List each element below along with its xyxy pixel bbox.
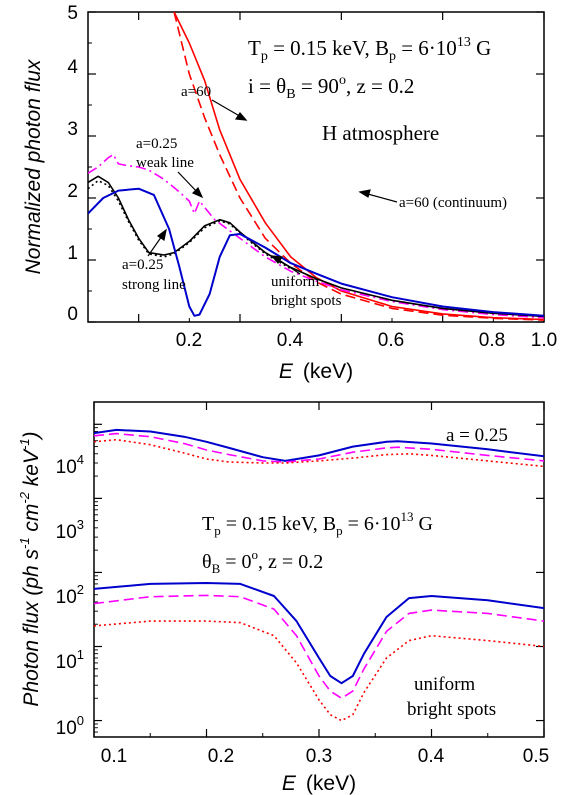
- anno-uniform-2: bright spots: [271, 293, 342, 309]
- bot-xtick-0: 0.1: [101, 746, 127, 767]
- bottom-series-line-1: [94, 432, 544, 463]
- bot-ytick-4: 104: [56, 452, 84, 478]
- anno-a025-strong-1: a=0.25: [122, 257, 163, 273]
- bottom-chart: 100 101 102 103 104 0.1 0.2 0.3 0.4 0.5 …: [17, 401, 549, 795]
- top-annotation-arrows: [147, 99, 398, 275]
- bottom-axis-ticks: [93, 401, 545, 738]
- top-chart: 0 1 2 3 4 5 0.2 0.4 0.6 0.8 1.0 E (keV) N…: [22, 3, 557, 383]
- top-series-line-5: [88, 187, 544, 317]
- top-series-line-4: [88, 179, 292, 270]
- top-ytick-0: 0: [67, 304, 78, 325]
- anno-a60-cont: a=60 (continuum): [399, 195, 507, 211]
- arrow-a025-weak: [177, 171, 204, 199]
- bottom-params-line1: Tp = 0.15 keV, Bp = 6·1013 G: [202, 509, 433, 538]
- bottom-uniform-2: bright spots: [407, 699, 496, 720]
- arrow-a60-cont: [358, 189, 398, 203]
- bottom-series-line-5: [94, 620, 544, 722]
- bot-xtick-4: 0.5: [523, 746, 549, 767]
- anno-a025-strong-2: strong line: [122, 277, 186, 293]
- bot-xtick-3: 0.4: [418, 746, 445, 767]
- top-xtick-1: 0.4: [277, 330, 304, 351]
- top-xtick-0: 0.2: [176, 330, 202, 351]
- bot-ytick-2: 102: [56, 582, 84, 608]
- bot-ytick-1: 101: [56, 647, 84, 673]
- top-atmosphere-label: H atmosphere: [322, 121, 439, 145]
- anno-a025-weak-1: a=0.25: [136, 136, 177, 152]
- anno-a60: a=60: [181, 84, 211, 100]
- top-series-group: [88, 12, 544, 321]
- top-ytick-3: 3: [67, 119, 78, 140]
- top-series-line-3: [88, 175, 544, 318]
- top-xtick-2: 0.6: [378, 330, 404, 351]
- bot-ytick-0: 100: [56, 713, 84, 739]
- bottom-params-line2: θB = 0o, z = 0.2: [202, 547, 323, 576]
- top-ytick-2: 2: [67, 181, 78, 202]
- bot-ytick-3: 103: [56, 517, 84, 543]
- top-xtick-3: 0.8: [479, 330, 505, 351]
- bottom-series-group: [94, 428, 544, 722]
- bottom-series-line-3: [94, 582, 544, 685]
- bottom-ylabel: Photon flux (ph s-1 cm-2 keV-1): [17, 431, 43, 706]
- top-series-line-1: [173, 12, 544, 321]
- top-series-line-0: [173, 12, 544, 321]
- top-ytick-5: 5: [67, 3, 78, 24]
- top-ylabel: Normalized photon flux: [22, 58, 45, 274]
- top-ytick-4: 4: [67, 57, 78, 78]
- top-params-line1: Tp = 0.15 keV, Bp = 6·1013 G: [248, 35, 491, 64]
- bottom-a-label: a = 0.25: [446, 425, 508, 446]
- bot-xtick-1: 0.2: [208, 746, 234, 767]
- bottom-uniform-1: uniform: [414, 674, 475, 695]
- anno-a025-weak-2: weak line: [136, 155, 194, 171]
- bottom-series-line-0: [94, 428, 544, 462]
- bottom-xlabel: E (keV): [282, 772, 356, 795]
- bottom-series-line-4: [94, 594, 544, 700]
- anno-uniform-1: uniform: [271, 274, 320, 290]
- arrow-a025-strong: [147, 228, 167, 257]
- bot-xtick-2: 0.3: [306, 746, 332, 767]
- top-params-line2: i = θB = 90o, z = 0.2: [248, 73, 414, 102]
- top-xlabel: E (keV): [279, 360, 353, 383]
- arrow-a60: [211, 99, 248, 121]
- arrow-uniform: [270, 255, 301, 275]
- top-ytick-1: 1: [67, 243, 78, 264]
- top-xtick-4: 1.0: [531, 330, 557, 351]
